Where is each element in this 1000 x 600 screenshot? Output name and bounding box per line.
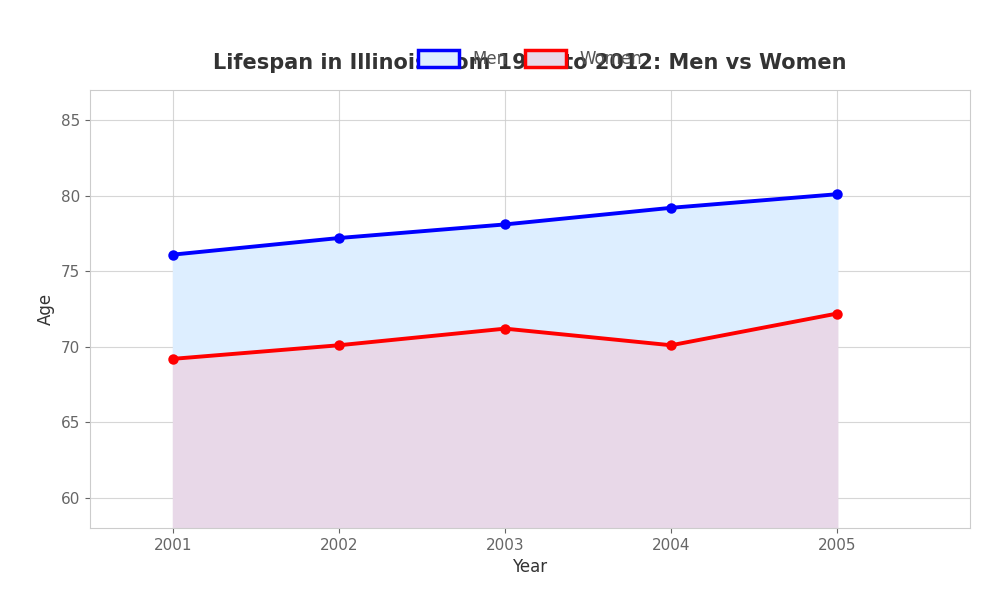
- Legend: Men, Women: Men, Women: [409, 41, 651, 76]
- Y-axis label: Age: Age: [37, 293, 55, 325]
- X-axis label: Year: Year: [512, 558, 548, 576]
- Title: Lifespan in Illinois from 1959 to 2012: Men vs Women: Lifespan in Illinois from 1959 to 2012: …: [213, 53, 847, 73]
